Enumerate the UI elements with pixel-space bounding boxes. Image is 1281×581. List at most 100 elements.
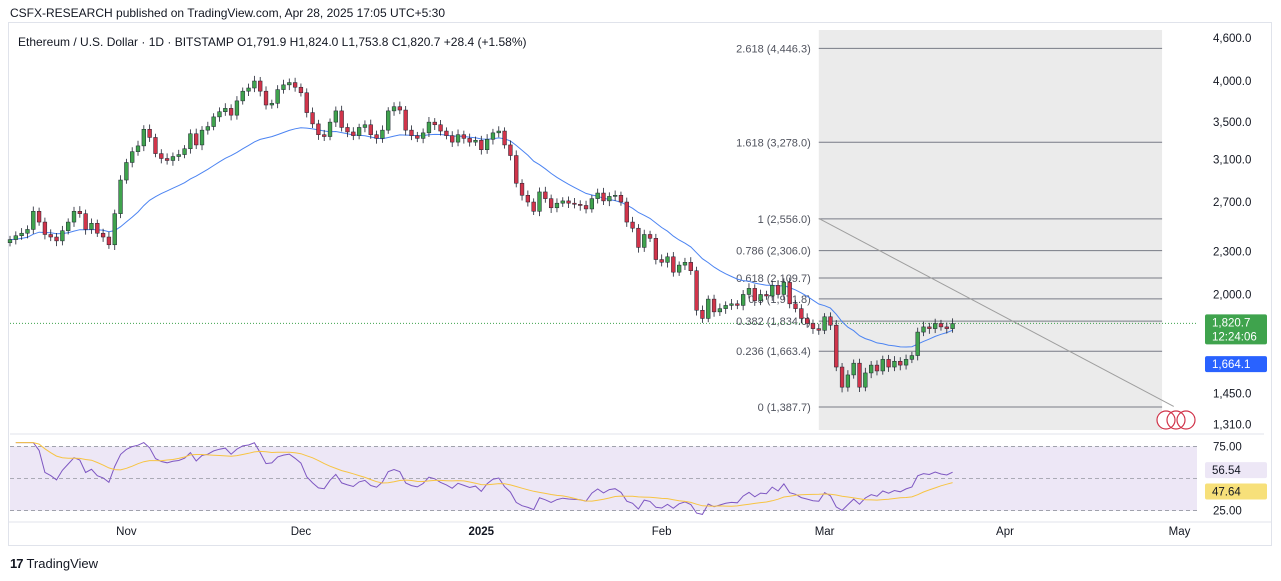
badges-layer: 1,820.7 12:24:06 1,664.1 56.54 47.64 (1156, 314, 1267, 500)
candle-body (636, 227, 641, 248)
candle-body (682, 262, 688, 266)
candle-body (758, 294, 763, 301)
moving-average-badge (1205, 356, 1267, 373)
candle-body (356, 127, 362, 136)
candle-body (13, 235, 18, 240)
candle-body (473, 139, 478, 143)
candle-body (397, 106, 402, 111)
tradingview-logo-icon: 17 (10, 556, 24, 571)
candle-body (380, 129, 385, 139)
candle-body (141, 128, 146, 147)
fib-level-label: 1 (2,556.0) (758, 214, 811, 226)
candle-body (25, 229, 30, 234)
rsi-ma-badge (1205, 483, 1267, 500)
candle-body (822, 316, 827, 331)
candle-body (711, 298, 717, 313)
candle-body (944, 326, 949, 329)
price-tick-label: 3,500.0 (1213, 117, 1251, 129)
price-tick-label: 4,000.0 (1213, 76, 1251, 88)
moving-average-line (9, 127, 953, 348)
time-tick-label: Dec (291, 526, 312, 538)
candle-body (304, 92, 309, 113)
candle-body (752, 288, 757, 301)
candle-body (659, 259, 664, 263)
rsi-tick-label: 25.00 (1213, 506, 1242, 518)
candle-body (647, 234, 653, 239)
time-tick-label: Apr (996, 526, 1014, 538)
price-axis-layer: 1,310.01,450.01,600.02,000.02,300.02,700… (1213, 33, 1251, 518)
candle-body (194, 133, 199, 146)
candle-body (100, 232, 106, 238)
economic-events-icon (1166, 410, 1186, 430)
candle-body (671, 256, 676, 273)
candle-body (118, 179, 123, 214)
candle-body (292, 82, 298, 88)
candle-body (19, 232, 24, 236)
tradingview-footer[interactable]: 17 TradingView (10, 556, 98, 571)
candle-body (595, 192, 600, 199)
candle-body (845, 374, 851, 388)
candle-body (793, 303, 798, 309)
candle-body (240, 90, 245, 102)
candle-body (345, 127, 350, 133)
candle-body (351, 131, 356, 136)
candle-body (287, 82, 292, 86)
economic-events-icon (1156, 410, 1176, 430)
candle-body (723, 305, 728, 309)
candle-body (665, 256, 670, 263)
candle-body (903, 359, 909, 366)
candle-body (909, 355, 915, 360)
candle-body (275, 89, 280, 104)
candle-body (386, 110, 391, 131)
price-tick-label: 2,000.0 (1213, 289, 1251, 301)
time-tick-label: Feb (652, 526, 672, 538)
candle-body (572, 202, 577, 205)
candle-body (164, 158, 170, 161)
candle-body (153, 137, 158, 154)
time-axis-layer: Nov Dec 2025 Feb Mar Apr May (8, 521, 1272, 538)
price-tick-label: 1,310.0 (1213, 420, 1251, 432)
candle-body (258, 80, 263, 92)
rsi-badge (1205, 462, 1267, 479)
candle-body (805, 318, 810, 324)
candle-body (688, 262, 693, 271)
candle-body (48, 234, 53, 238)
candle-body (176, 154, 181, 157)
candle-body (461, 134, 466, 139)
economic-events-icon (1176, 410, 1196, 430)
candle-body (403, 109, 408, 131)
price-tick-label: 1,450.0 (1213, 388, 1251, 400)
candle-body (333, 110, 338, 123)
candle-body (484, 139, 490, 150)
candle-body (950, 323, 955, 329)
candle-body (252, 80, 257, 89)
candle-body (537, 191, 542, 212)
candle-body (182, 148, 187, 155)
fib-level-label: 0 (1,387.7) (758, 402, 811, 414)
last-price-badge-text: 1,820.7 (1212, 317, 1250, 329)
candle-body (921, 326, 926, 333)
rsi-tick-label: 75.00 (1213, 441, 1242, 453)
candle-body (857, 362, 862, 388)
candle-body (770, 285, 775, 297)
fib-level-label: 2.618 (4,446.3) (736, 43, 811, 55)
candle-body (60, 230, 65, 242)
candle-body (246, 87, 251, 92)
chart-frame[interactable] (8, 22, 1272, 546)
candle-body (746, 288, 752, 295)
candle-body (95, 223, 100, 234)
fib-level-label: 0.786 (2,306.0) (736, 246, 811, 258)
candle-body (834, 324, 839, 368)
candle-body (310, 112, 315, 125)
candle-body (263, 90, 269, 106)
candle-body (316, 123, 321, 135)
candle-body (578, 204, 583, 206)
trendline-layer (10, 217, 1197, 407)
candle-body (781, 282, 787, 295)
candle-body (496, 130, 501, 134)
candle-body (135, 145, 141, 152)
candle-body (764, 294, 769, 297)
fib-level-label: 1.618 (3,278.0) (736, 137, 811, 149)
candle-body (147, 128, 152, 138)
